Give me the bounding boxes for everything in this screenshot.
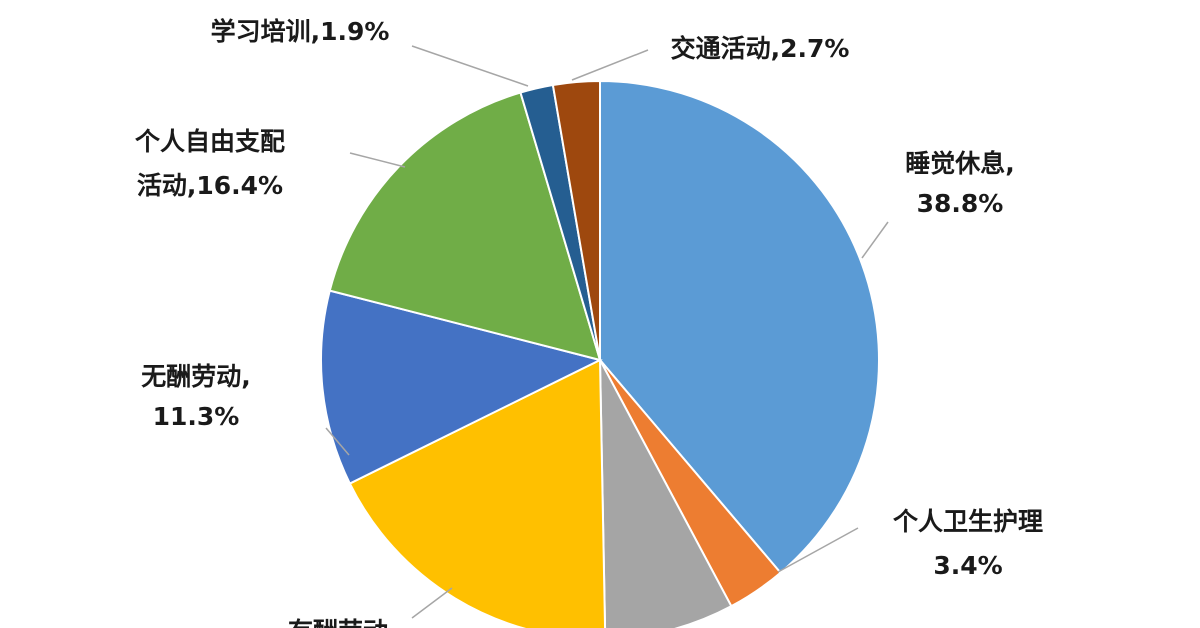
leader-line-3 (325, 427, 350, 456)
leader-line-6 (571, 49, 649, 81)
data-label-1-line-1: 3.4% (933, 551, 1002, 580)
data-label-0-line-1: 38.8% (917, 189, 1004, 218)
pie-slices (320, 79, 880, 628)
data-labels: 睡觉休息, 38.8% 个人卫生护理 3.4% 有酬劳动 无酬劳动, 11.3% 个人自由支配… (135, 17, 1043, 628)
data-label-1: 个人卫生护理 3.4% (893, 507, 1043, 580)
data-label-3-line-1: 11.3% (153, 402, 240, 431)
data-label-3-line-0: 无酬劳动, (141, 362, 251, 391)
pie-slice-3 (348, 358, 607, 628)
data-label-5: 学习培训,1.9% (211, 17, 390, 46)
data-label-1-line-0: 个人卫生护理 (893, 507, 1043, 536)
leader-line-2 (411, 587, 453, 619)
pie-slice-7 (551, 79, 601, 361)
data-label-3: 无酬劳动, 11.3% (141, 362, 251, 431)
leader-lines (325, 45, 889, 619)
data-label-6-line-0: 交通活动,2.7% (671, 34, 850, 63)
leader-line-4 (349, 152, 406, 168)
pie-slice-0 (599, 79, 880, 575)
data-label-0-line-0: 睡觉休息, (905, 149, 1015, 178)
pie-slice-4 (320, 289, 603, 485)
data-label-6: 交通活动,2.7% (671, 34, 850, 63)
data-label-4-line-0: 个人自由支配 (135, 127, 285, 156)
data-label-4-line-1: 活动,16.4% (137, 171, 283, 200)
leader-line-1 (777, 527, 859, 573)
pie-slice-2 (599, 359, 733, 628)
data-label-2: 有酬劳动 (288, 617, 388, 628)
leader-line-0 (861, 221, 889, 259)
data-label-2-line-0: 有酬劳动 (288, 617, 388, 628)
leader-line-5 (411, 45, 529, 87)
data-label-0: 睡觉休息, 38.8% (905, 149, 1015, 218)
data-label-4: 个人自由支配活动,16.4% (135, 127, 285, 200)
data-label-5-line-0: 学习培训,1.9% (211, 17, 390, 46)
pie-slice-5 (328, 91, 602, 362)
